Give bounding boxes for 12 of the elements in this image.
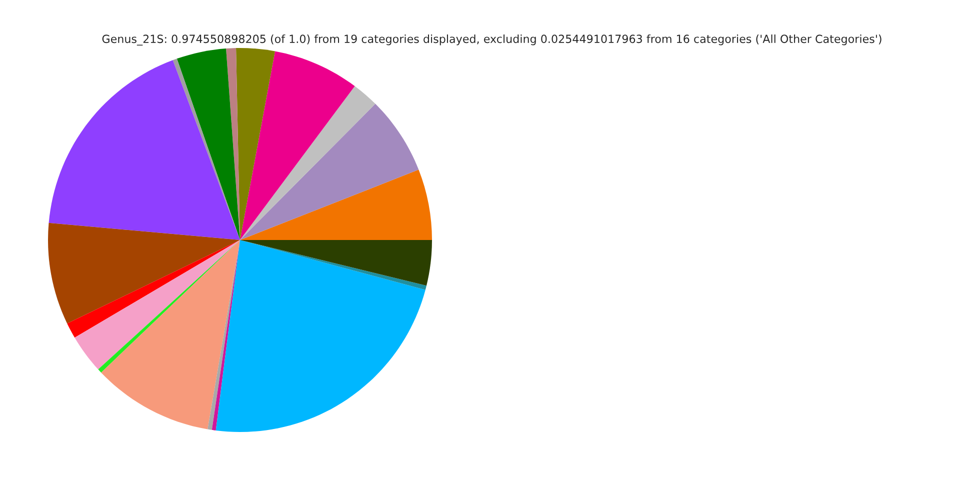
pie-slice bbox=[236, 48, 276, 240]
pie-slice bbox=[48, 222, 240, 324]
pie-slice bbox=[240, 86, 376, 240]
pie-slice bbox=[67, 240, 240, 338]
pie-slice bbox=[240, 104, 419, 240]
pie-slice bbox=[216, 240, 426, 432]
pie-slice bbox=[101, 240, 240, 430]
pie-slice bbox=[74, 240, 240, 370]
pie-slice bbox=[240, 170, 432, 240]
text: Genus_21S: 0.974550898205 (of 1.0) from 19 categories displayed, excluding 0.0254491017963 from 16 categories ('All Other Categories') bbox=[102, 34, 882, 46]
pie-slice bbox=[48, 60, 240, 240]
pie-slice bbox=[240, 51, 355, 240]
